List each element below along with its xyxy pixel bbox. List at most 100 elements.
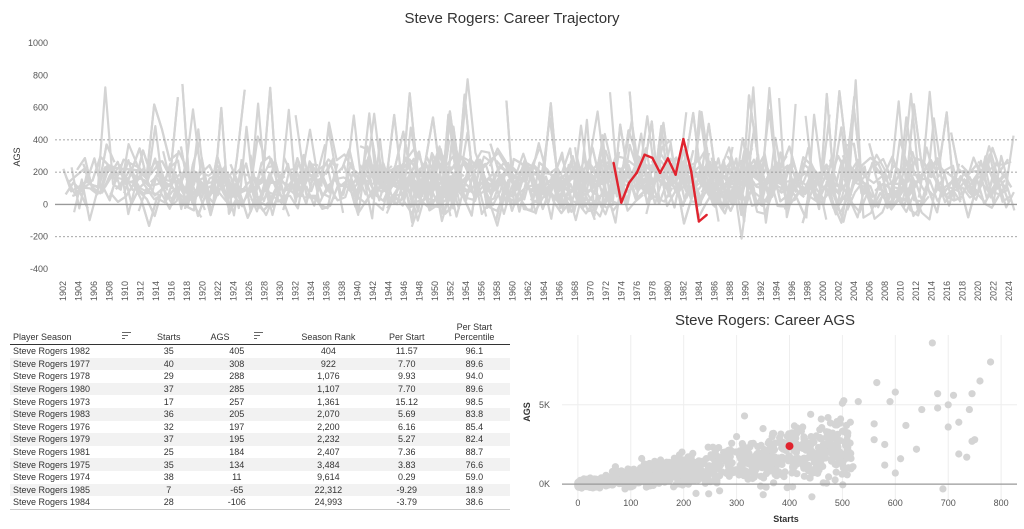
career-point — [754, 443, 762, 451]
career-point — [912, 445, 921, 453]
table-cell: 22,312 — [314, 484, 343, 495]
x-tick-label: 2024 — [1004, 281, 1014, 301]
career-point — [800, 433, 808, 441]
column-header-per-start[interactable]: Per Start — [374, 318, 439, 345]
column-header-per-start-percentile[interactable]: Per Start Percentile — [438, 318, 510, 345]
career-point — [713, 479, 721, 487]
table-row[interactable]: Steve Rogers 1976 32 197 2,200 6.16 85.4 — [10, 421, 510, 434]
table-cell: 94.0 — [465, 371, 484, 382]
table-row[interactable]: Steve Rogers 1981 25 184 2,407 7.36 88.7 — [10, 446, 510, 459]
table-cell: 89.6 — [465, 358, 484, 369]
career-point — [799, 423, 807, 431]
table-cell: 85.4 — [465, 421, 484, 432]
career-point — [712, 473, 720, 481]
table-row[interactable]: Steve Rogers 1979 37 195 2,232 5.27 82.4 — [10, 433, 510, 446]
trajectory-y-axis: -400 -200 0 200 400 600 800 1000 — [28, 38, 48, 274]
background-career-line — [960, 146, 1009, 180]
table-cell: 98.5 — [465, 396, 484, 407]
career-point — [891, 469, 899, 477]
column-header-season-rank[interactable]: Season Rank — [281, 318, 375, 345]
career-point — [873, 378, 881, 387]
x-tick-label: 1930 — [275, 281, 285, 301]
column-header-starts[interactable]: Starts — [146, 318, 192, 345]
career-point — [645, 482, 653, 490]
scatter-highlight-point — [785, 442, 794, 451]
x-tick-label: 2010 — [896, 281, 906, 301]
table-row[interactable]: Steve Rogers 1973 17 257 1,361 15.12 98.5 — [10, 395, 510, 408]
table-cell: 2,200 — [317, 421, 340, 432]
x-tick-label: 500 — [835, 498, 850, 508]
table-cell: 24,993 — [281, 496, 375, 510]
career-point — [870, 420, 878, 428]
table-row[interactable]: Steve Rogers 1982 35 405 404 11.57 96.1 — [10, 345, 510, 358]
background-career-line — [371, 130, 428, 190]
career-point — [655, 475, 663, 483]
career-point — [728, 439, 736, 447]
y-tick-label: 600 — [33, 103, 48, 113]
x-tick-label: 2008 — [880, 281, 890, 301]
table-cell: Steve Rogers 1976 — [13, 421, 91, 432]
table-row[interactable]: Steve Rogers 1975 35 134 3,484 3.83 76.6 — [10, 458, 510, 471]
x-tick-label: 1958 — [492, 281, 502, 301]
x-tick-label: 400 — [782, 498, 797, 508]
x-tick-label: 1950 — [430, 281, 440, 301]
steve-rogers-season-point — [658, 171, 662, 175]
table-cell: 2,407 — [317, 447, 340, 458]
scatter-x-axis-label: Starts — [773, 514, 799, 524]
table-cell: Steve Rogers 1973 — [13, 396, 91, 407]
table-cell: 308 — [229, 358, 245, 369]
career-point — [745, 449, 753, 458]
steve-rogers-season-point — [627, 181, 631, 184]
x-tick-label: 2018 — [958, 281, 968, 301]
table-cell: 29 — [163, 371, 174, 382]
y-tick-label: 5K — [539, 400, 550, 410]
table-row[interactable]: Steve Rogers 1974 38 11 9,614 0.29 59.0 — [10, 471, 510, 484]
career-point — [789, 458, 797, 467]
sort-icon[interactable] — [254, 332, 264, 340]
career-point — [810, 438, 818, 446]
career-point — [694, 473, 702, 481]
column-header-ags[interactable]: AGS — [191, 318, 282, 345]
table-cell: 38 — [163, 472, 174, 483]
background-career-line — [183, 138, 202, 210]
career-point — [928, 339, 936, 347]
table-row[interactable]: Steve Rogers 1983 36 205 2,070 5.69 83.8 — [10, 407, 510, 421]
career-point — [825, 473, 833, 481]
career-point — [762, 470, 770, 478]
x-tick-label: 1912 — [135, 281, 145, 301]
table-row[interactable]: Steve Rogers 1977 40 308 922 7.70 89.6 — [10, 357, 510, 371]
career-point — [944, 423, 952, 431]
steve-rogers-season-point — [643, 153, 646, 156]
background-career-line — [373, 157, 423, 203]
x-tick-label: 1914 — [151, 281, 161, 301]
career-point — [902, 421, 910, 430]
background-career-line — [82, 143, 116, 188]
table-cell: 7.70 — [398, 384, 416, 395]
table-cell: 37 — [163, 434, 174, 445]
career-point — [769, 442, 777, 450]
career-trajectory-chart: Steve Rogers: Career Trajectory AGS -400… — [12, 10, 1017, 301]
x-tick-label: 1922 — [213, 281, 223, 301]
table-cell: 6.16 — [398, 421, 416, 432]
x-tick-label: 1938 — [337, 281, 347, 301]
trajectory-highlight-series — [612, 137, 708, 223]
sort-icon[interactable] — [122, 332, 132, 340]
x-tick-label: 1908 — [104, 281, 114, 301]
career-point — [652, 467, 660, 475]
table-row[interactable]: Steve Rogers 1978 29 288 1,076 9.93 94.0 — [10, 370, 510, 383]
career-point — [710, 467, 718, 475]
table-row[interactable]: Steve Rogers 1984 28 -106 24,993 -3.79 38.6 — [10, 496, 510, 510]
career-point — [976, 377, 984, 385]
column-header-player-season[interactable]: Player Season — [10, 318, 146, 345]
steve-rogers-season-point — [666, 157, 670, 160]
table-row[interactable]: Steve Rogers 1980 37 285 1,107 7.70 89.6 — [10, 382, 510, 396]
career-point — [759, 425, 767, 433]
background-career-line — [950, 132, 967, 174]
table-cell: 15.12 — [395, 396, 419, 407]
background-career-line — [62, 157, 173, 194]
table-cell: -65 — [230, 484, 244, 495]
table-cell: Steve Rogers 1974 — [13, 472, 91, 483]
table-row[interactable]: Steve Rogers 1985 7 -65 22,312 -9.29 18.9 — [10, 483, 510, 497]
career-point — [897, 455, 905, 463]
career-ags-scatter: Steve Rogers: Career AGS AGS Starts 0K 5K… — [522, 312, 1017, 524]
